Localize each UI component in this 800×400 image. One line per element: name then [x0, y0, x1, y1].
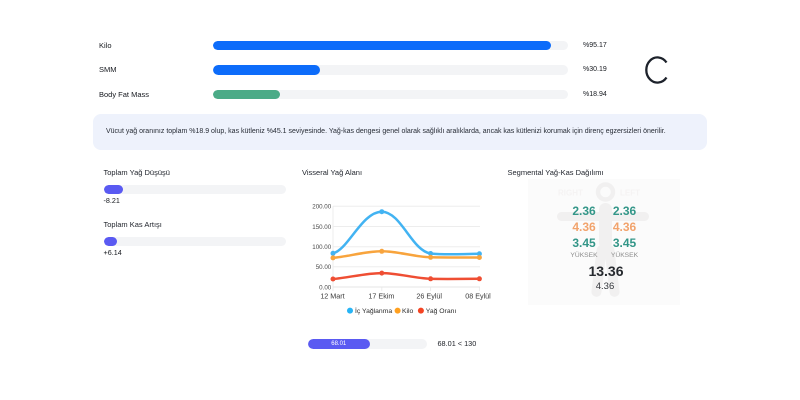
svg-text:LEFT: LEFT: [620, 188, 640, 197]
svg-text:08 Eylül: 08 Eylül: [465, 292, 491, 301]
svg-text:200.00: 200.00: [312, 204, 331, 211]
svg-text:150.00: 150.00: [312, 224, 331, 231]
svg-text:50.00: 50.00: [316, 264, 332, 271]
svg-text:Yağ Oranı: Yağ Oranı: [426, 308, 457, 315]
svg-text:İç Yağlanma: İç Yağlanma: [355, 306, 392, 315]
svg-text:100.00: 100.00: [312, 244, 331, 251]
svg-text:Kilo: Kilo: [402, 308, 414, 315]
svg-text:0.00: 0.00: [319, 284, 332, 291]
svg-text:17 Ekim: 17 Ekim: [368, 292, 394, 301]
svg-text:26 Eylül: 26 Eylül: [416, 292, 442, 301]
svg-text:12 Mart: 12 Mart: [320, 292, 344, 301]
svg-text:RIGHT: RIGHT: [558, 188, 583, 197]
